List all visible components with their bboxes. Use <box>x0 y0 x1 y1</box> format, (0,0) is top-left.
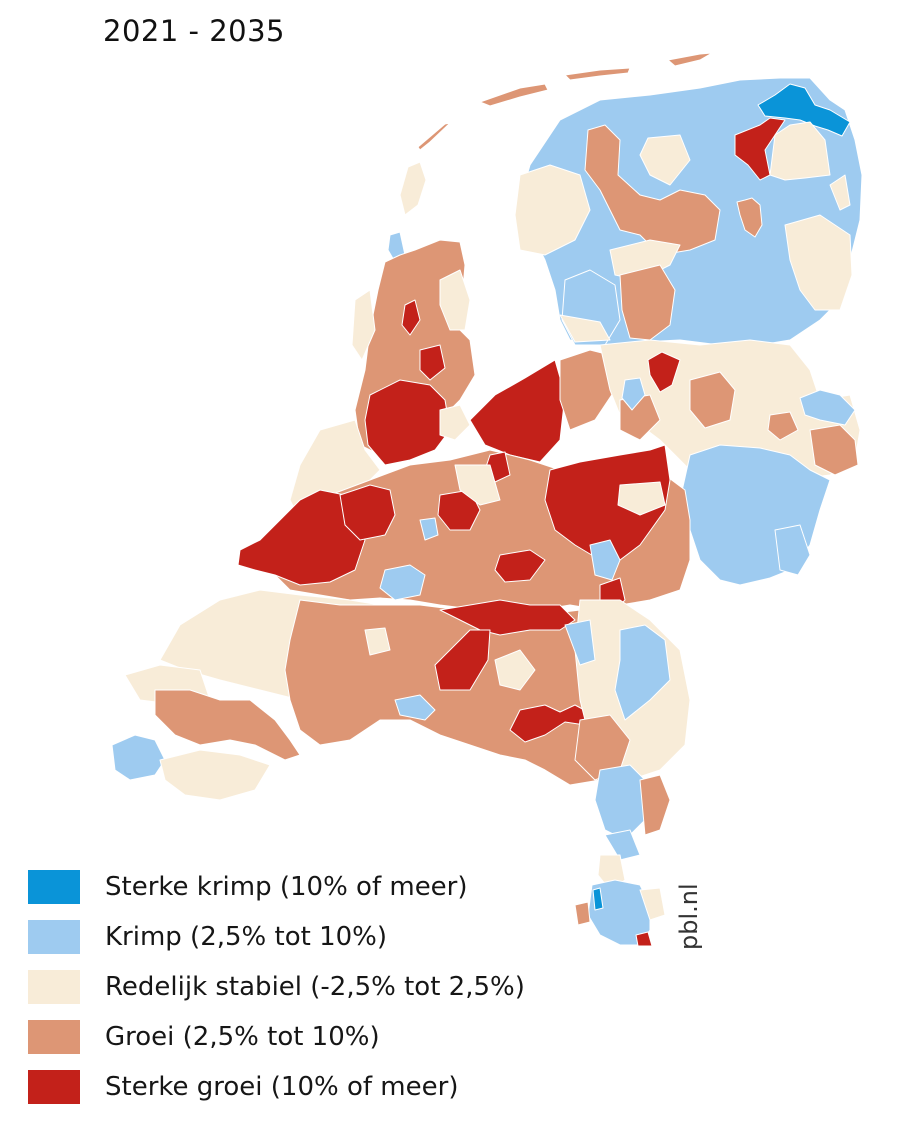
region-flevoland <box>469 349 616 463</box>
legend-swatch-stabiel <box>28 970 80 1004</box>
region-randstad <box>237 419 691 616</box>
map-legend: Sterke krimp (10% of meer) Krimp (2,5% t… <box>28 862 525 1112</box>
source-credit: pbl.nl <box>675 883 703 950</box>
legend-item-sterke-krimp: Sterke krimp (10% of meer) <box>28 862 525 912</box>
legend-swatch-groei <box>28 1020 80 1054</box>
legend-label: Krimp (2,5% tot 10%) <box>105 922 388 952</box>
legend-item-krimp: Krimp (2,5% tot 10%) <box>28 912 525 962</box>
wadden-islands <box>399 52 713 216</box>
legend-item-stabiel: Redelijk stabiel (-2,5% tot 2,5%) <box>28 962 525 1012</box>
legend-item-groei: Groei (2,5% tot 10%) <box>28 1012 525 1062</box>
region-north <box>514 77 863 346</box>
legend-swatch-sterke-groei <box>28 1070 80 1104</box>
region-noord-holland <box>351 231 476 466</box>
legend-item-sterke-groei: Sterke groei (10% of meer) <box>28 1062 525 1112</box>
legend-label: Redelijk stabiel (-2,5% tot 2,5%) <box>105 972 525 1002</box>
region-south-west <box>111 589 641 801</box>
legend-label: Sterke groei (10% of meer) <box>105 1072 459 1102</box>
legend-label: Sterke krimp (10% of meer) <box>105 872 468 902</box>
region-east <box>599 339 861 586</box>
map-title: 2021 - 2035 <box>103 14 286 48</box>
legend-swatch-sterke-krimp <box>28 870 80 904</box>
legend-label: Groei (2,5% tot 10%) <box>105 1022 380 1052</box>
legend-swatch-krimp <box>28 920 80 954</box>
region-south-east <box>564 599 691 947</box>
